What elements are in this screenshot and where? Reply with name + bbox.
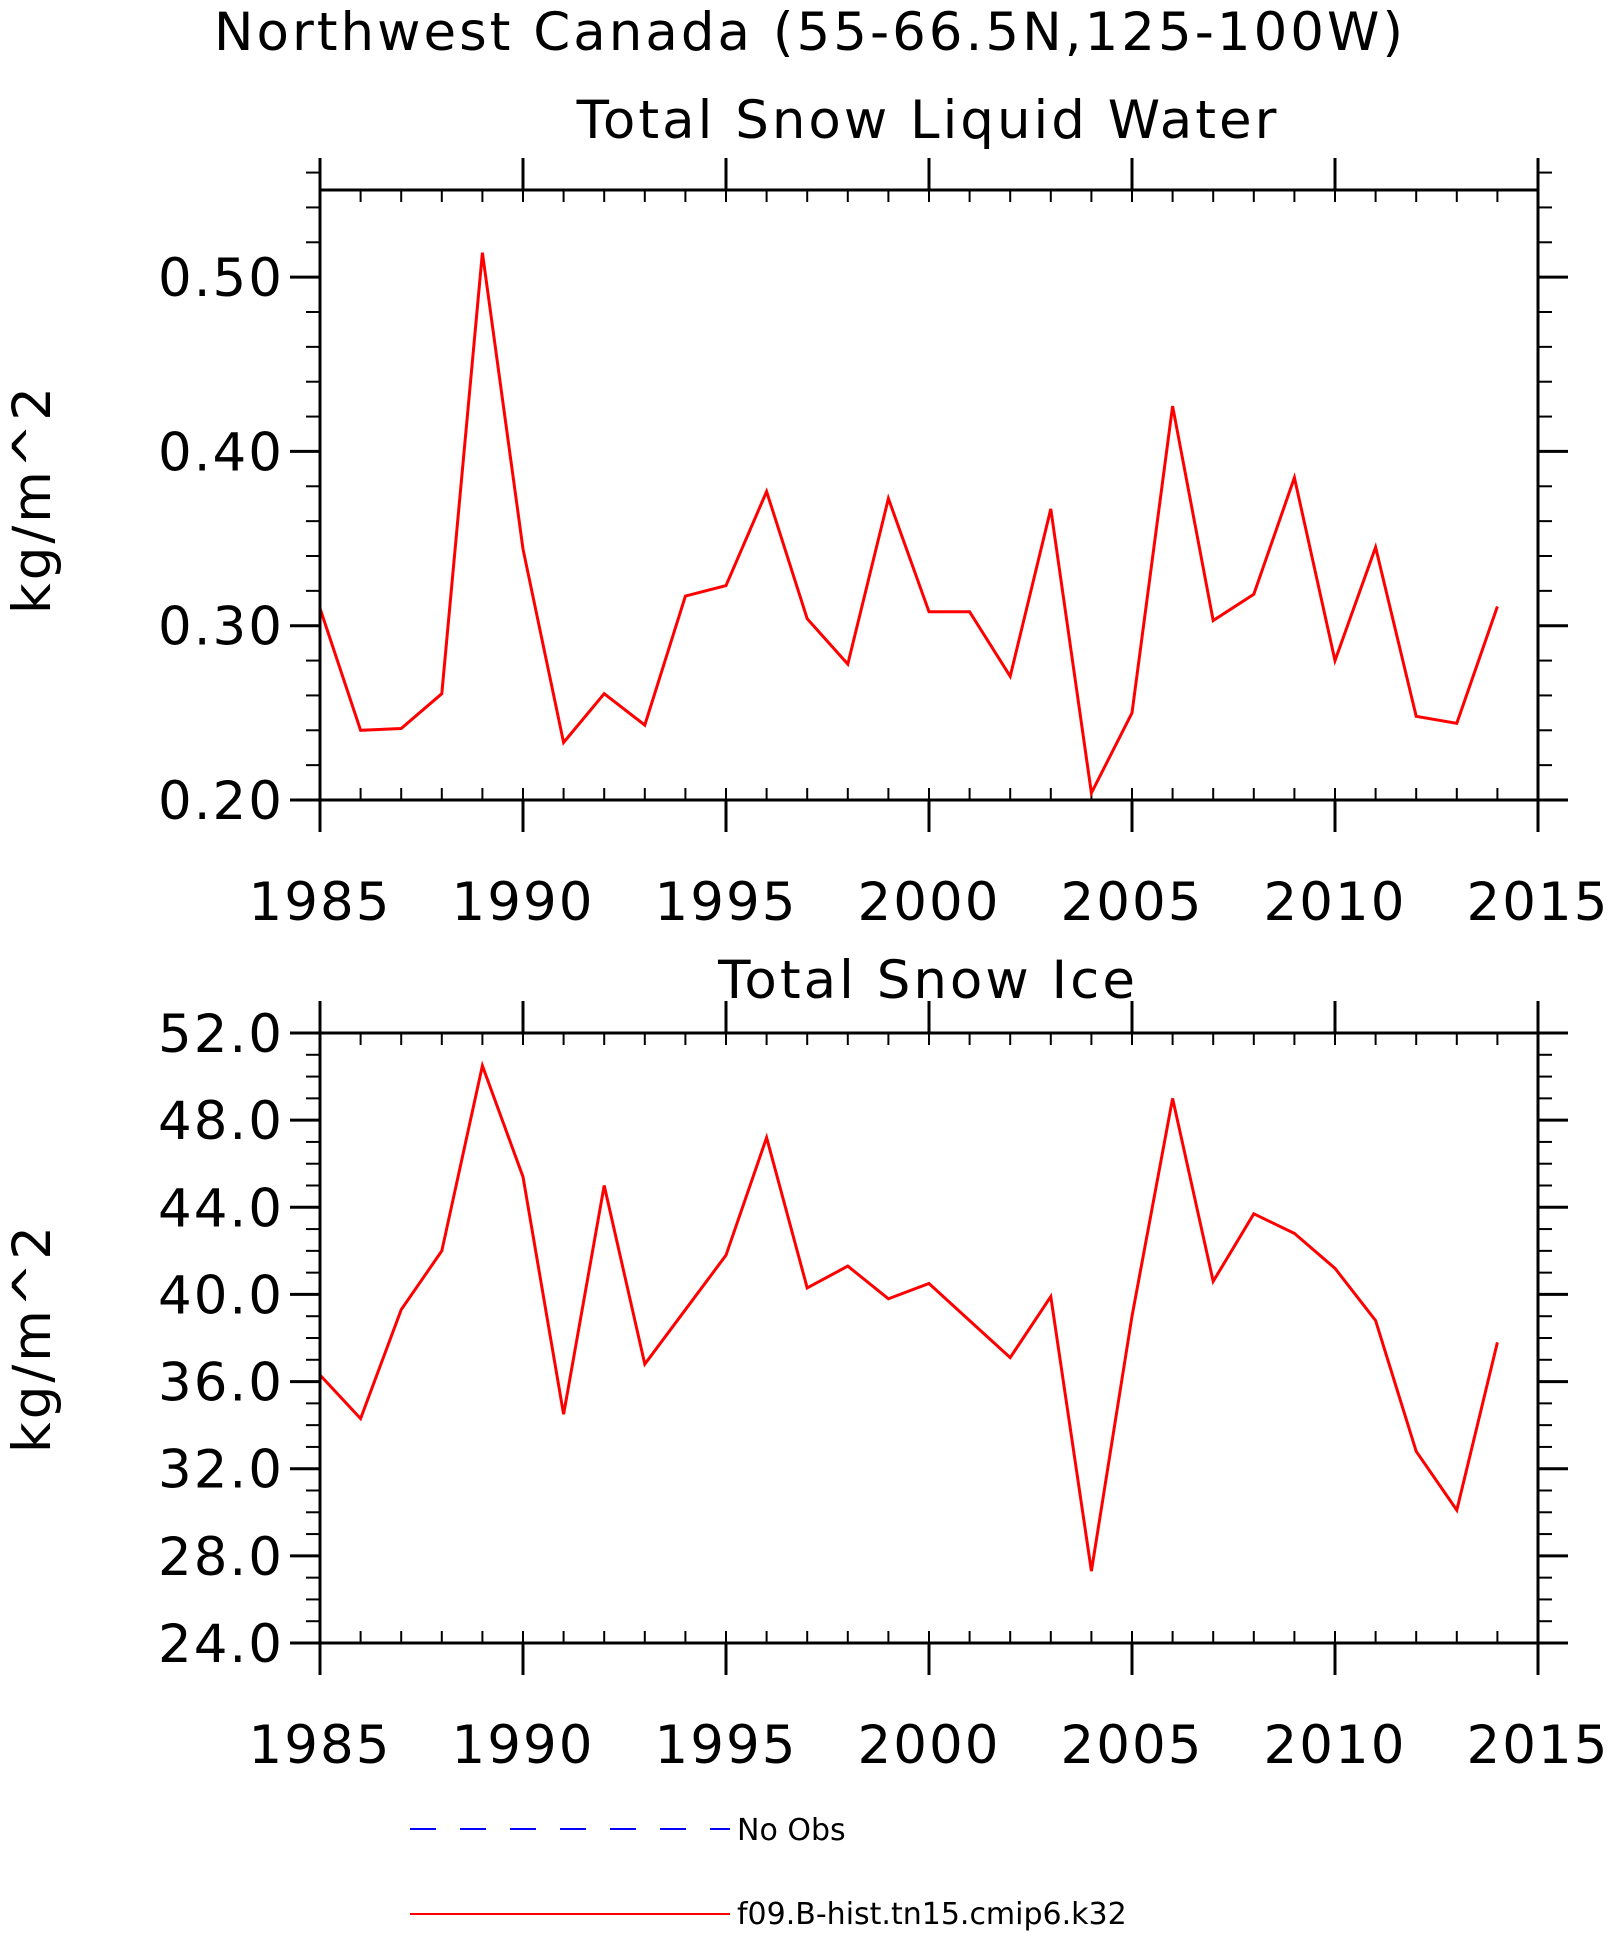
legend-model-label: f09.B-hist.tn15.cmip6.k32 (737, 1897, 1127, 1932)
y-tick-label: 0.50 (158, 248, 284, 309)
figure-title: Northwest Canada (55-66.5N,125-100W) (214, 2, 1406, 63)
snow-ice-panel: Total Snow Ice kg/m^2 24.0 28.0 32.0 36.0 40… (2, 950, 1610, 1776)
y-tick-label: 48.0 (158, 1091, 284, 1152)
y-axis-label-snow-ice: kg/m^2 (2, 1223, 63, 1453)
x-tick-label: 1990 (452, 872, 595, 933)
tick-labels-liquid-water: 0.20 0.30 0.40 0.50 1985 1990 1995 2000 2005 2010… (158, 248, 1610, 933)
series-liquid-water (318, 252, 1499, 798)
y-axis-label-liquid-water: kg/m^2 (2, 384, 63, 614)
y-tick-label: 0.20 (158, 771, 284, 832)
x-tick-label: 2015 (1467, 872, 1610, 933)
y-tick-label: 24.0 (158, 1614, 284, 1675)
series-line (318, 1060, 1499, 1572)
axis-ticks-snow-ice (290, 1001, 1568, 1675)
x-tick-label: 2005 (1061, 1715, 1204, 1776)
y-tick-label: 0.40 (158, 422, 284, 483)
y-tick-label: 36.0 (158, 1353, 284, 1414)
x-tick-label: 1995 (655, 872, 798, 933)
legend-obs-label: No Obs (737, 1813, 846, 1848)
x-tick-label: 1995 (655, 1715, 798, 1776)
x-tick-label: 2005 (1061, 872, 1204, 933)
x-tick-label: 2015 (1467, 1715, 1610, 1776)
panel-title-liquid-water: Total Snow Liquid Water (576, 90, 1280, 151)
axis-ticks-liquid-water (290, 158, 1568, 832)
legend: No Obs f09.B-hist.tn15.cmip6.k32 (410, 1813, 1127, 1932)
y-tick-label: 32.0 (158, 1440, 284, 1501)
y-tick-label: 40.0 (158, 1265, 284, 1326)
panel-title-snow-ice: Total Snow Ice (717, 950, 1138, 1011)
plot-frame-liquid-water (318, 188, 1540, 802)
x-tick-label: 2000 (858, 872, 1001, 933)
y-tick-label: 44.0 (158, 1178, 284, 1239)
x-tick-label: 1985 (249, 1715, 392, 1776)
series-line (318, 252, 1499, 798)
series-snow-ice (318, 1060, 1499, 1572)
x-tick-label: 1990 (452, 1715, 595, 1776)
tick-labels-snow-ice: 24.0 28.0 32.0 36.0 40.0 44.0 48.0 52.0 1985 1990… (158, 1004, 1610, 1776)
y-tick-label: 28.0 (158, 1527, 284, 1588)
y-tick-label: 0.30 (158, 597, 284, 658)
plot-frame-snow-ice (318, 1031, 1540, 1645)
snow-liquid-water-panel: Total Snow Liquid Water kg/m^2 0.200.300… (2, 90, 1610, 933)
y-tick-label: 52.0 (158, 1004, 284, 1065)
x-tick-label: 2000 (858, 1715, 1001, 1776)
x-tick-label: 1985 (249, 872, 392, 933)
x-tick-label: 2010 (1264, 872, 1407, 933)
x-tick-label: 2010 (1264, 1715, 1407, 1776)
